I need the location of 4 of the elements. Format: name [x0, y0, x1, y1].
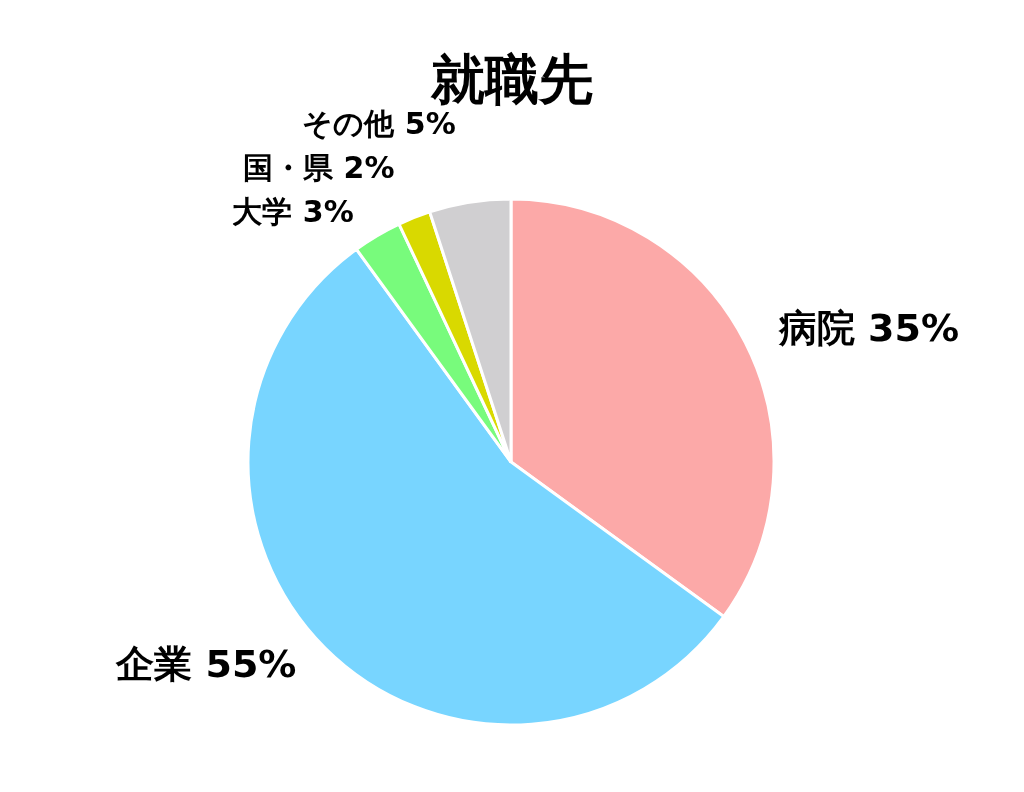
slice-label: 企業 55% [115, 642, 297, 687]
slice-label: 大学 3% [232, 193, 354, 229]
slice-label: 国・県 2% [243, 149, 395, 185]
slice-label: 病院 35% [777, 306, 959, 351]
